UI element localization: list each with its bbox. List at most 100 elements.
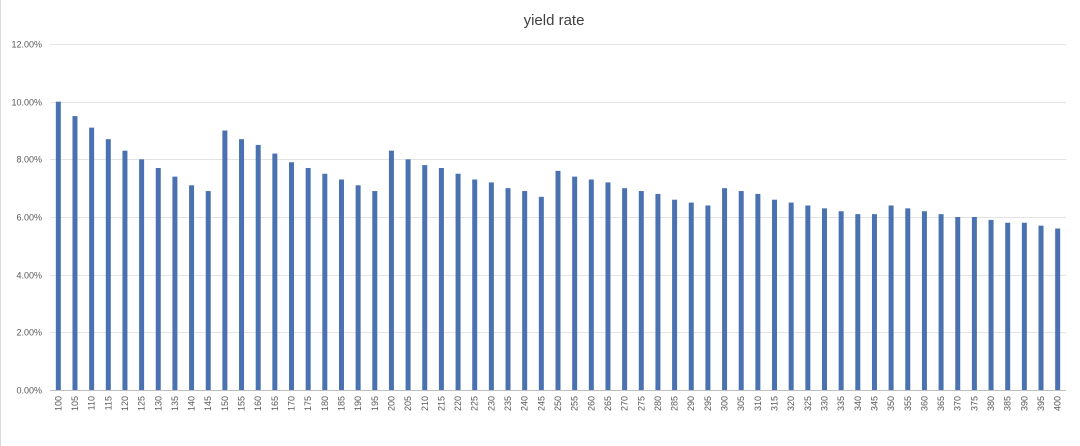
x-tick-label: 245: [536, 396, 546, 411]
x-tick-label: 395: [1036, 396, 1046, 411]
x-tick-label: 390: [1019, 396, 1029, 411]
bar: [838, 211, 844, 390]
x-tick-label: 345: [869, 396, 879, 411]
bar: [955, 217, 961, 390]
bar: [488, 182, 494, 390]
y-tick-label: 4.00%: [16, 271, 42, 281]
bar: [405, 159, 411, 390]
bar: [888, 205, 894, 390]
bar: [688, 202, 694, 390]
x-tick-label: 105: [70, 396, 80, 411]
x-tick-label: 135: [170, 396, 180, 411]
bar: [89, 127, 95, 391]
bar: [239, 139, 245, 390]
bar: [638, 191, 644, 390]
x-tick-label: 275: [636, 396, 646, 411]
bar: [1021, 222, 1027, 390]
x-tick-label: 305: [736, 396, 746, 411]
x-tick-label: 140: [187, 396, 197, 411]
bar: [555, 170, 561, 390]
bar: [622, 188, 628, 390]
bar: [105, 139, 111, 390]
x-tick-label: 385: [1003, 396, 1013, 411]
x-tick-label: 110: [87, 396, 97, 410]
x-tick-label: 220: [453, 396, 463, 411]
bar: [72, 116, 78, 390]
x-tick-label: 250: [553, 396, 563, 411]
bar: [855, 214, 861, 390]
bar: [272, 153, 278, 390]
bar: [172, 176, 178, 390]
bar: [55, 101, 61, 391]
bar: [655, 193, 661, 390]
x-tick-label: 365: [936, 396, 946, 411]
x-tick-label: 375: [969, 396, 979, 411]
x-tick-label: 190: [353, 396, 363, 411]
bar: [871, 214, 877, 390]
bar: [772, 199, 778, 390]
chart-title: yield rate: [524, 12, 585, 29]
x-tick-label: 325: [803, 396, 813, 411]
bar: [155, 167, 161, 390]
x-tick-label: 205: [403, 396, 413, 411]
x-tick-label: 290: [686, 396, 696, 411]
bar: [255, 144, 261, 390]
bar: [305, 167, 311, 390]
bar: [1005, 222, 1011, 390]
y-tick-label: 2.00%: [16, 328, 42, 338]
bar: [422, 165, 428, 390]
bar: [205, 191, 211, 390]
x-tick-label: 120: [120, 396, 130, 411]
x-tick-label: 155: [237, 396, 247, 411]
x-tick-label: 210: [420, 396, 430, 411]
bar: [1055, 228, 1061, 390]
x-tick-label: 230: [486, 396, 496, 411]
bar: [322, 173, 328, 390]
bar: [222, 130, 228, 390]
x-tick-label: 185: [336, 396, 346, 411]
x-tick-label: 300: [720, 396, 730, 411]
x-tick-label: 100: [53, 396, 63, 411]
x-tick-label: 320: [786, 396, 796, 411]
y-tick-label: 10.00%: [11, 98, 42, 108]
bar: [722, 188, 728, 390]
x-tick-label: 145: [203, 396, 213, 411]
y-tick-label: 0.00%: [16, 386, 42, 396]
x-tick-label: 270: [620, 396, 630, 411]
x-axis-tick-labels: 100 105 110 115 120 125 130 135 140 145 150 155 160 1…: [53, 396, 1062, 411]
x-tick-label: 295: [703, 396, 713, 411]
x-tick-label: 165: [270, 396, 280, 411]
x-tick-label: 355: [903, 396, 913, 411]
x-tick-label: 265: [603, 396, 613, 411]
x-tick-label: 370: [953, 396, 963, 411]
x-tick-label: 240: [520, 396, 530, 411]
bar: [971, 217, 977, 390]
bar: [672, 199, 678, 390]
x-tick-label: 315: [770, 396, 780, 411]
x-tick-label: 335: [836, 396, 846, 411]
x-tick-label: 200: [386, 396, 396, 411]
bar: [338, 179, 344, 390]
x-tick-label: 400: [1053, 396, 1063, 411]
bar: [372, 191, 378, 390]
bar: [289, 162, 295, 390]
bar: [821, 208, 827, 390]
x-tick-label: 150: [220, 396, 230, 411]
bar: [355, 185, 361, 390]
bars: [55, 101, 1061, 391]
bar: [588, 179, 594, 390]
x-tick-label: 285: [670, 396, 680, 411]
x-tick-label: 330: [819, 396, 829, 411]
bar: [788, 202, 794, 390]
x-tick-label: 115: [103, 396, 113, 410]
x-tick-label: 310: [753, 396, 763, 411]
bar: [455, 173, 461, 390]
x-tick-label: 340: [853, 396, 863, 411]
y-axis-tick-labels: 0.00% 2.00% 4.00% 6.00% 8.00% 10.00% 12.00%: [11, 40, 42, 396]
y-tick-label: 12.00%: [11, 40, 42, 50]
x-tick-label: 195: [370, 396, 380, 411]
x-tick-label: 235: [503, 396, 513, 411]
y-tick-label: 6.00%: [16, 213, 42, 223]
x-tick-label: 125: [137, 396, 147, 411]
